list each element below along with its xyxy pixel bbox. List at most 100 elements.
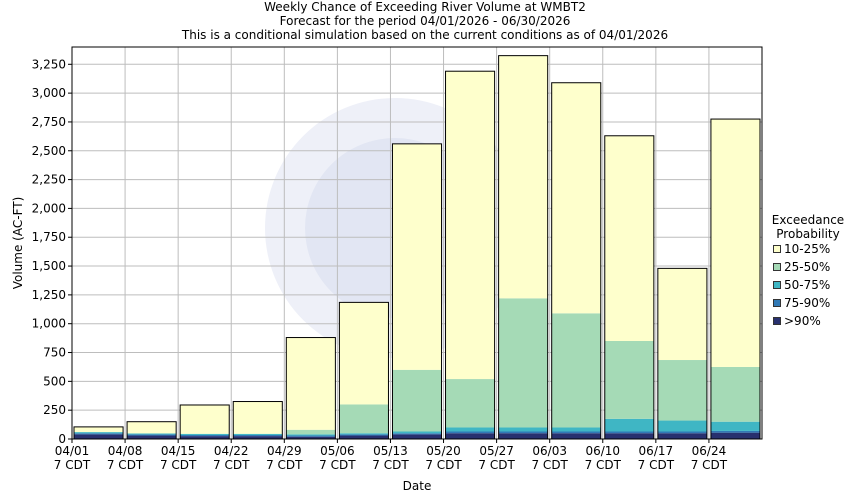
x-tick-label-date: 04/08 xyxy=(108,444,143,458)
y-tick-label: 1,250 xyxy=(32,288,66,302)
bar-segment xyxy=(445,379,495,428)
bar-segment xyxy=(286,435,336,437)
y-tick-label: 2,750 xyxy=(32,115,66,129)
bar-segment xyxy=(339,435,389,439)
bar-segment xyxy=(339,302,389,405)
bar-segment xyxy=(286,429,336,435)
x-tick-label-time: 7 CDT xyxy=(266,458,303,472)
bar-segment xyxy=(74,432,124,434)
bar-segment xyxy=(180,433,230,435)
x-tick-label-date: 05/27 xyxy=(479,444,514,458)
bar-segment xyxy=(657,433,707,439)
y-axis-label: Volume (AC-FT) xyxy=(11,197,25,290)
x-tick-label-date: 04/22 xyxy=(214,444,249,458)
bar-segment xyxy=(180,434,230,437)
x-tick-label-date: 05/20 xyxy=(426,444,461,458)
bar-segment xyxy=(604,341,654,419)
y-tick-label: 3,250 xyxy=(32,57,66,71)
x-tick-label-time: 7 CDT xyxy=(638,458,675,472)
x-tick-label-time: 7 CDT xyxy=(531,458,568,472)
bar-segment xyxy=(498,55,548,299)
legend-label: 25-50% xyxy=(784,260,831,274)
bar-segment xyxy=(392,433,442,435)
x-tick-label-date: 05/13 xyxy=(373,444,408,458)
bar-segment xyxy=(74,426,124,433)
legend-label: 75-90% xyxy=(784,296,831,310)
bar-segment xyxy=(551,313,601,428)
bar-segment xyxy=(604,431,654,434)
bar-segment xyxy=(657,360,707,421)
legend-swatch xyxy=(773,263,781,271)
bar-segment xyxy=(657,431,707,434)
x-tick-label-date: 06/24 xyxy=(692,444,727,458)
x-tick-label-date: 04/01 xyxy=(55,444,90,458)
legend-item-gt90: >90% xyxy=(773,314,821,328)
bar-segment xyxy=(180,436,230,439)
legend-swatch xyxy=(773,299,781,307)
x-tick-label-time: 7 CDT xyxy=(213,458,250,472)
y-tick-label: 250 xyxy=(43,403,66,417)
bar-segment xyxy=(74,433,124,435)
bar-segment xyxy=(392,434,442,439)
x-tick-label-time: 7 CDT xyxy=(585,458,622,472)
y-tick-label: 500 xyxy=(43,374,66,388)
chart-title-line-2: Forecast for the period 04/01/2026 - 06/… xyxy=(279,14,571,28)
y-tick-label: 2,500 xyxy=(32,144,66,158)
legend-item-25-50: 25-50% xyxy=(773,260,830,274)
bar-segment xyxy=(339,434,389,436)
y-tick-label: 2,000 xyxy=(32,201,66,215)
bar-segment xyxy=(392,143,442,370)
x-tick-label-time: 7 CDT xyxy=(691,458,728,472)
x-tick-label-date: 04/15 xyxy=(161,444,196,458)
legend-title-line-1: Exceedance xyxy=(771,213,845,227)
y-tick-label: 0 xyxy=(58,432,66,446)
bar-segment xyxy=(710,421,760,431)
x-tick-label-date: 04/29 xyxy=(267,444,302,458)
x-tick-label-date: 06/10 xyxy=(585,444,620,458)
x-tick-label-time: 7 CDT xyxy=(54,458,91,472)
bar-segment xyxy=(551,431,601,434)
bar-segment xyxy=(657,420,707,432)
bar-segment xyxy=(604,135,654,341)
x-axis-label: Date xyxy=(403,479,432,493)
bar-segment xyxy=(498,433,548,439)
legend-item-75-90: 75-90% xyxy=(773,296,830,310)
legend-title-line-2: Probability xyxy=(776,227,840,241)
bar-segment xyxy=(445,71,495,380)
bar-segment xyxy=(551,433,601,439)
bar-segment xyxy=(286,337,336,430)
bar-segment xyxy=(286,436,336,439)
chart-title-line-3: This is a conditional simulation based o… xyxy=(181,28,669,42)
x-tick-label-time: 7 CDT xyxy=(107,458,144,472)
legend-label: 10-25% xyxy=(784,242,831,256)
bar-segment xyxy=(657,268,707,361)
bar-segment xyxy=(392,431,442,434)
bar-segment xyxy=(498,431,548,434)
bars xyxy=(73,55,761,440)
y-tick-label: 1,000 xyxy=(32,317,66,331)
bar-segment xyxy=(445,433,495,439)
bar-segment xyxy=(127,435,177,439)
x-tick-label-time: 7 CDT xyxy=(319,458,356,472)
chart-title-line-1: Weekly Chance of Exceeding River Volume … xyxy=(264,0,586,14)
bar-segment xyxy=(604,418,654,432)
bar-segment xyxy=(710,430,760,433)
legend-label: >90% xyxy=(784,314,821,328)
bar-segment xyxy=(127,434,177,436)
bar-segment xyxy=(233,436,283,439)
bar-segment xyxy=(551,82,601,314)
bar-segment xyxy=(233,401,283,434)
bar-segment xyxy=(445,431,495,434)
bar-segment xyxy=(233,434,283,437)
bar-segment xyxy=(127,433,177,435)
bar-segment xyxy=(339,404,389,434)
y-tick-label: 2,250 xyxy=(32,173,66,187)
x-tick-label-time: 7 CDT xyxy=(372,458,409,472)
bar-segment xyxy=(180,404,230,434)
bar-segment xyxy=(286,434,336,436)
legend-swatch xyxy=(773,245,781,253)
x-tick-label-time: 7 CDT xyxy=(160,458,197,472)
legend-swatch xyxy=(773,317,781,325)
bar-segment xyxy=(339,433,389,435)
